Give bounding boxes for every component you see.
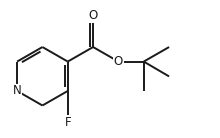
Text: F: F [64, 116, 71, 129]
Text: O: O [114, 55, 123, 68]
Text: O: O [88, 9, 98, 22]
Text: N: N [13, 84, 22, 97]
